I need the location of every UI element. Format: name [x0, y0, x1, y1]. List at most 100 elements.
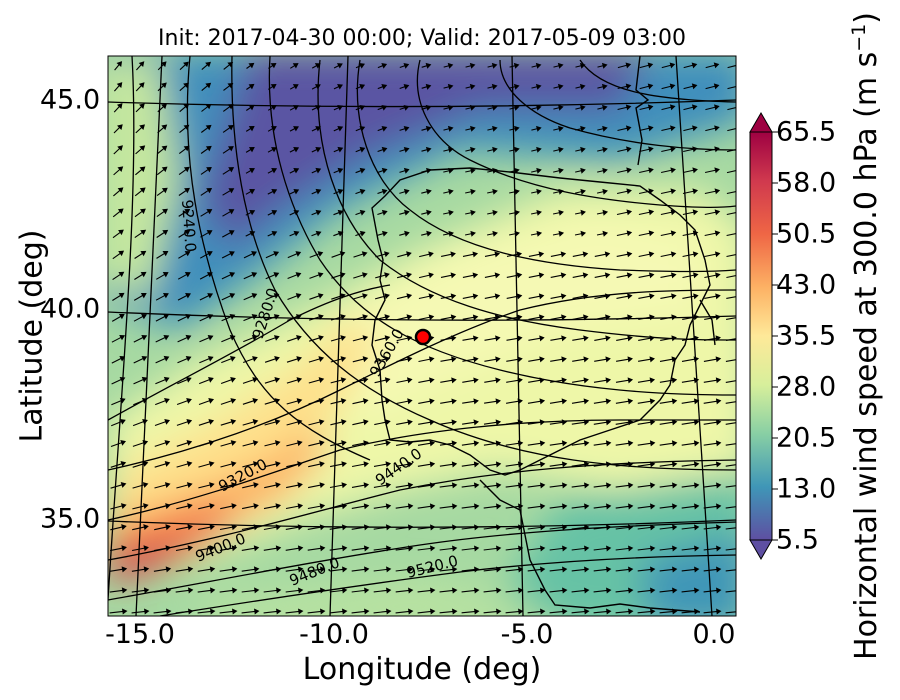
wind-vector-head	[164, 397, 170, 404]
wind-vector-head	[451, 482, 458, 489]
wind-vector-head	[183, 82, 189, 89]
wind-vector-head	[648, 209, 655, 216]
colorbar-tick-label: 50.5	[776, 218, 837, 250]
wind-vector-head	[649, 398, 656, 405]
wind-vector-head	[162, 293, 169, 299]
wind-vector-head	[121, 545, 127, 552]
wind-vector-head	[584, 608, 590, 615]
wind-vector-head	[254, 587, 260, 594]
wind-vector-head	[252, 356, 258, 362]
wind-vector-head	[669, 83, 676, 90]
wind-vector-head	[276, 587, 282, 594]
y-tick-label: 35.0	[40, 503, 101, 535]
wind-vector-head	[450, 314, 457, 321]
wind-vector-head	[363, 503, 370, 510]
wind-vector-head	[118, 250, 125, 257]
wind-vector-head	[539, 377, 545, 384]
wind-vector-head	[626, 209, 633, 216]
wind-vector-head	[580, 209, 586, 216]
wind-vector-head	[117, 166, 124, 173]
wind-vector-head	[187, 503, 193, 510]
wind-vector-head	[495, 419, 502, 426]
wind-vector-head	[254, 608, 260, 615]
wind-vector-head	[209, 524, 215, 531]
wind-vector-head	[359, 146, 366, 153]
wind-vector-head	[472, 314, 479, 321]
wind-vector-head	[363, 524, 370, 531]
wind-vector-head	[738, 315, 742, 319]
wind-vector-head	[514, 146, 520, 153]
wind-vector-head	[342, 566, 348, 573]
wind-vector-head	[274, 356, 280, 362]
wind-vector	[726, 296, 736, 299]
wind-vector-head	[649, 293, 655, 300]
wind-vector-head	[628, 524, 634, 531]
wind-vector-head	[627, 398, 634, 405]
wind-vector-head	[139, 208, 146, 215]
wind-vector-head	[562, 524, 568, 531]
wind-vector-head	[558, 188, 564, 195]
wind-vector-head	[407, 524, 414, 531]
wind-vector-head	[293, 188, 300, 195]
wind-vector-head	[118, 229, 124, 236]
wind-vector-head	[452, 566, 458, 573]
wind-vector-head	[669, 62, 676, 69]
wind-vector-head	[293, 126, 299, 132]
colorbar-tick-label: 5.5	[776, 524, 819, 556]
wind-vector-head	[448, 230, 454, 237]
wind-vector-head	[381, 188, 388, 195]
wind-vector-head	[404, 230, 410, 237]
wind-vector-head	[386, 545, 392, 552]
wind-vector-head	[406, 356, 413, 363]
wind-vector	[726, 254, 736, 258]
wind-vector-head	[602, 125, 608, 132]
wind-vector-head	[694, 482, 700, 489]
wind-vector-head	[428, 272, 434, 279]
wind-vector-head	[670, 272, 677, 279]
wind-vector-head	[121, 587, 128, 594]
wind-vector-head	[315, 188, 322, 195]
wind-vector-head	[206, 272, 213, 278]
wind-vector-head	[340, 398, 347, 405]
wind-vector-head	[275, 482, 281, 489]
wind-vector-head	[579, 83, 586, 90]
wind-vector-head	[516, 251, 523, 258]
wind-vector-head	[248, 147, 255, 153]
wind-vector-head	[496, 566, 502, 573]
wind-vector-head	[121, 566, 128, 573]
wind-vector-head	[273, 314, 280, 320]
wind-vector-head	[165, 503, 171, 510]
wind-vector	[725, 485, 736, 488]
wind-vector-head	[320, 566, 326, 573]
wind-vector	[725, 527, 736, 530]
wind-vector-head	[140, 229, 147, 236]
wind-vector-head	[162, 272, 169, 278]
wind-vector-head	[381, 125, 388, 132]
wind-vector-head	[628, 608, 634, 615]
wind-vector-head	[205, 61, 212, 68]
wind-vector-head	[161, 166, 168, 173]
wind-vector-head	[296, 377, 303, 383]
wind-vector-head	[448, 209, 454, 216]
wind-vector-head	[713, 62, 720, 69]
wind-vector-head	[428, 251, 434, 258]
wind-vector-head	[274, 398, 281, 404]
wind-vector-head	[141, 376, 148, 383]
wind-vector-head	[448, 167, 454, 174]
wind-vector-head	[672, 503, 678, 510]
wind-vector-head	[692, 167, 698, 174]
wind-vector-head	[165, 566, 172, 573]
wind-vector-head	[425, 83, 432, 90]
wind-vector-head	[470, 188, 476, 195]
wind-vector-head	[208, 461, 215, 467]
wind-vector-head	[580, 104, 586, 111]
wind-vector-head	[562, 608, 568, 615]
wind-vector-head	[517, 335, 523, 342]
contour-label: 9240.0	[178, 199, 200, 253]
wind-vector-head	[430, 566, 436, 573]
wind-vector-head	[315, 105, 321, 111]
wind-vector-head	[363, 419, 369, 426]
wind-vector-head	[650, 545, 656, 552]
wind-vector-head	[206, 167, 212, 173]
